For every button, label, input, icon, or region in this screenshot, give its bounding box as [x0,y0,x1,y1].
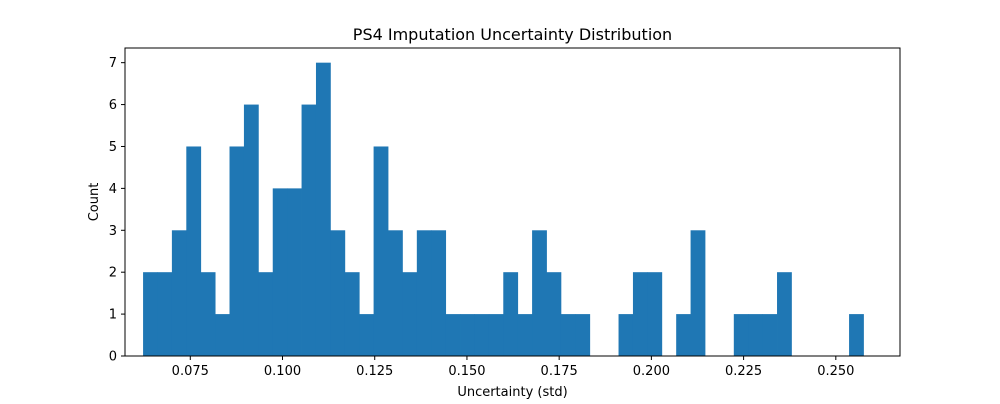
histogram-bar [344,272,360,356]
y-tick-label: 7 [109,56,117,71]
histogram-bar [315,62,331,357]
x-axis-ticks: 0.075 0.100 0.125 0.150 0.175 0.200 0.225 0.250 [172,356,854,379]
histogram-bar [532,230,547,356]
histogram-bar [157,272,173,356]
x-tick-label: 0.225 [725,364,762,379]
histogram-bar [488,314,504,356]
histogram-bar [416,230,432,356]
histogram-bar [632,272,648,356]
x-tick-label: 0.125 [356,364,393,379]
histogram-bar [460,314,475,356]
y-tick-label: 1 [109,308,117,323]
x-tick-label: 0.250 [817,364,854,379]
histogram-bar [445,314,461,356]
histogram-bar [690,230,706,356]
histogram-bar [373,146,389,356]
histogram-bar [762,314,778,356]
histogram-bar [330,230,346,356]
histogram-bar [388,230,403,356]
y-tick-label: 3 [109,224,117,239]
plot-frame [124,47,901,357]
y-tick-label: 0 [109,350,117,365]
histogram-bar [647,272,663,356]
histogram-bar [186,146,202,356]
histogram-bar [143,272,158,356]
histogram-bar [431,230,447,356]
x-tick-label: 0.150 [448,364,485,379]
x-axis-label: Uncertainty (std) [457,385,567,400]
x-tick-label: 0.075 [172,364,209,379]
histogram-bar [676,314,691,356]
y-tick-label: 6 [109,98,117,113]
histogram-bar [171,230,187,356]
y-tick-label: 4 [109,182,117,197]
histogram-bar [748,314,764,356]
chart-title: PS4 Imputation Uncertainty Distribution [353,25,672,44]
histogram-bar [215,314,230,356]
histogram-bar [243,104,259,356]
histogram-bar [503,272,519,356]
histogram-bar [777,272,792,356]
histogram-bar [359,314,375,356]
histogram-bar [402,272,418,356]
histogram-bar [849,314,864,356]
x-tick-label: 0.100 [264,364,301,379]
histogram-bar [474,314,490,356]
histogram-bar [546,272,562,356]
histogram-bar [272,188,288,356]
histogram-bar [301,104,317,356]
histogram-bar [575,314,591,356]
histogram-bar [200,272,216,356]
y-axis-ticks: 0 1 2 3 4 5 6 7 [109,56,125,365]
y-tick-label: 2 [109,266,117,281]
histogram-bar [560,314,576,356]
histogram-bar [287,188,302,356]
histogram-bar [229,146,245,356]
x-tick-label: 0.175 [541,364,578,379]
histogram-bar [258,272,274,356]
histogram-bar [733,314,749,356]
y-tick-label: 5 [109,140,117,155]
histogram-bar [517,314,533,356]
x-tick-label: 0.200 [633,364,670,379]
histogram-bar [618,314,634,356]
y-axis-label: Count [87,183,102,222]
bars-group [143,62,864,357]
